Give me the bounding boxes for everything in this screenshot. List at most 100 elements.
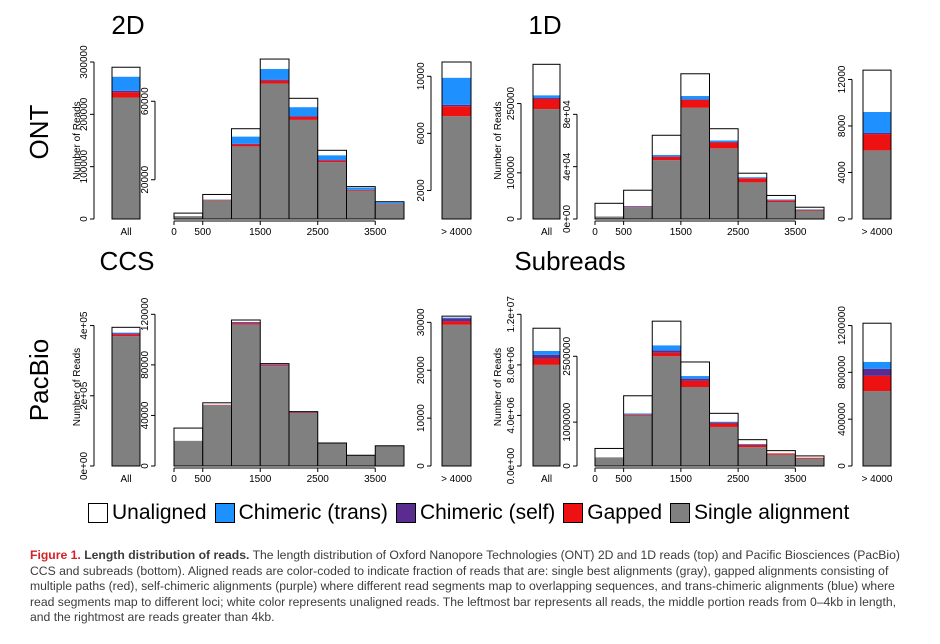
panel-3-mid-ytick-label: 40000 bbox=[140, 401, 151, 429]
legend-item-single-alignment: Single alignment bbox=[670, 501, 849, 525]
panel-2-bar-1000-unaligned bbox=[652, 135, 681, 155]
panel-2-bar-2000-unaligned bbox=[709, 128, 739, 141]
panel-1-bar-1000-self bbox=[231, 143, 261, 145]
panel-2-gt-ytick-label: 4000 bbox=[837, 161, 848, 184]
panel-4-bar-all-self bbox=[533, 354, 560, 359]
panel-2-bar-1000-gapped bbox=[652, 156, 681, 161]
panel-3-gt-ytick-label: 20000 bbox=[416, 356, 427, 384]
panel-1-bar-3500-trans bbox=[375, 202, 404, 204]
panel-2-xtick-label: 0 bbox=[592, 227, 598, 238]
panel-1-bar-gt4000-outline bbox=[441, 61, 472, 220]
panel-4-bar-1000-self bbox=[652, 350, 681, 353]
panel-4-bar-3500-outline bbox=[794, 455, 825, 467]
panel-1-all-ytick-label: 100000 bbox=[79, 150, 90, 184]
panel-3-gt-ytick-label: 10000 bbox=[416, 404, 427, 432]
panel-4-bar-1000-single bbox=[652, 356, 681, 466]
caption-title: Length distribution of reads. bbox=[84, 548, 250, 562]
panel-1-bar-1500-trans bbox=[260, 68, 289, 80]
panel-1-xtick-label: 3500 bbox=[364, 227, 387, 238]
panel-4-gt-ytick-label: 400000 bbox=[837, 402, 848, 436]
panel-2-bar-all-single bbox=[533, 109, 560, 219]
panel-4-gt-ytick-label: 0 bbox=[837, 463, 848, 469]
panel-4-ylabel: Number of Reads bbox=[493, 348, 504, 426]
panel-1-bar-gt4000-self bbox=[442, 104, 471, 107]
panel-4-bar-1500-self bbox=[680, 378, 710, 381]
panel-4-bar-all-trans bbox=[533, 350, 560, 355]
panel-1-bar-2500-trans bbox=[317, 155, 347, 161]
legend-swatch-single-alignment bbox=[670, 503, 691, 523]
panel-4-bar-0-unaligned bbox=[595, 448, 624, 458]
panel-3-bar-500-unaligned bbox=[202, 402, 232, 405]
panel-3-mid-ytick-label: 80000 bbox=[140, 351, 151, 379]
panel-4-bar-all-single bbox=[533, 364, 560, 466]
panel-4-bar-2000-trans bbox=[709, 421, 739, 423]
panel-3-bar-1500-self bbox=[260, 364, 289, 366]
panel-3-title: CCS bbox=[100, 246, 155, 276]
panel-2-xtick-label: 500 bbox=[615, 227, 632, 238]
panel-3-bar-3500-outline bbox=[374, 445, 405, 467]
legend-item-chimeric-self: Chimeric (self) bbox=[395, 501, 555, 525]
panel-2-gt-ytick-label: 0 bbox=[837, 216, 848, 222]
panel-4-bar-2500-unaligned bbox=[738, 439, 767, 445]
panel-1-bar-2000-unaligned bbox=[289, 98, 318, 108]
panel-3-bar-2500-single bbox=[317, 443, 347, 466]
panel-3-bar-0-single bbox=[174, 440, 203, 466]
panel-3-all-ytick-label: 0e+00 bbox=[79, 452, 90, 481]
panel-2-xtick-label-all: All bbox=[541, 227, 552, 238]
panel-1-xtick-label-all: All bbox=[120, 227, 131, 238]
panel-2-bar-1000-single bbox=[652, 160, 681, 219]
panel-1-gt-ytick-label: 6000 bbox=[416, 122, 427, 145]
panel-3-bar-1000-single bbox=[231, 324, 261, 466]
panel-4-bar-gt4000-outline bbox=[862, 322, 892, 467]
panel-2-bar-1500-self bbox=[680, 99, 710, 100]
panel-4-bar-1500-trans bbox=[680, 376, 710, 379]
panel-1-bar-2000-gapped bbox=[289, 116, 318, 120]
panel-3-bar-1500-gapped bbox=[260, 365, 289, 367]
panel-1-bar-0-single bbox=[174, 216, 203, 219]
panel-4-bar-gt4000-trans bbox=[863, 361, 891, 369]
panel-2-bar-500-unaligned bbox=[623, 190, 653, 206]
panel-2-bar-500-gapped bbox=[623, 206, 653, 208]
panel-4-bar-500-gapped bbox=[623, 414, 653, 416]
panel-1-bar-2000-self bbox=[289, 116, 318, 117]
panel-2-ylabel: Number of Reads bbox=[493, 101, 504, 179]
panel-1-mid-ytick-label: 60000 bbox=[140, 87, 151, 115]
panel-1-mid-ytick-label: 20000 bbox=[140, 165, 151, 193]
panel-1-bar-gt4000-single bbox=[442, 116, 471, 219]
panel-4-bar-1500-gapped bbox=[680, 380, 710, 387]
panel-1-bar-1500-gapped bbox=[260, 80, 289, 84]
panel-1-all-ytick-label: 200000 bbox=[79, 97, 90, 131]
panel-3-bar-3000-single bbox=[346, 455, 376, 466]
panel-2-bar-3500-single bbox=[795, 210, 824, 219]
panel-4-mid-ytick-label: 1000000 bbox=[562, 402, 573, 441]
panel-4-mid-ytick-label: 0 bbox=[562, 463, 573, 469]
panel-2-bar-gt4000-gapped bbox=[863, 134, 891, 151]
panel-4-bar-3500-single bbox=[795, 458, 824, 466]
panel-2-title: 1D bbox=[528, 10, 561, 40]
panel-4-bar-2500-gapped bbox=[738, 444, 767, 448]
panel-3-xtick-label: 3500 bbox=[364, 474, 387, 485]
panel-4-bar-2000-single bbox=[709, 426, 739, 466]
panel-2-bar-2500-single bbox=[738, 182, 767, 219]
panel-2-mid-ytick-label: 0e+00 bbox=[562, 205, 573, 234]
panel-2-bar-3000-unaligned bbox=[766, 195, 796, 200]
panel-2-bar-1500-gapped bbox=[680, 99, 710, 108]
legend-swatch-chimeric-self bbox=[395, 503, 416, 523]
panel-3-bar-gt4000-single bbox=[442, 324, 471, 466]
panel-4-xtick-label-all: All bbox=[541, 474, 552, 485]
panel-3-bar-gt4000-outline bbox=[441, 315, 472, 467]
row-label-pacbio: PacBio bbox=[24, 339, 54, 421]
panel-1-bar-1500-unaligned bbox=[260, 59, 289, 69]
panel-3-bar-2000-outline bbox=[288, 411, 319, 467]
panel-1-bar-3500-single bbox=[375, 204, 404, 219]
legend-swatch-chimeric-trans bbox=[214, 503, 235, 523]
panel-1-bar-500-gapped bbox=[202, 199, 232, 201]
legend-swatch-unaligned bbox=[88, 503, 108, 523]
panel-4-bar-3500-unaligned bbox=[795, 455, 824, 458]
panel-3-bar-all-self bbox=[112, 333, 140, 335]
panel-2-bar-1500-trans bbox=[680, 96, 710, 100]
panel-4-bar-0-single bbox=[595, 457, 624, 466]
panel-3-mid-ytick-label: 0 bbox=[140, 463, 151, 469]
panel-1-bar-2000-single bbox=[289, 119, 318, 219]
panel-2-bar-0-single bbox=[595, 216, 624, 219]
